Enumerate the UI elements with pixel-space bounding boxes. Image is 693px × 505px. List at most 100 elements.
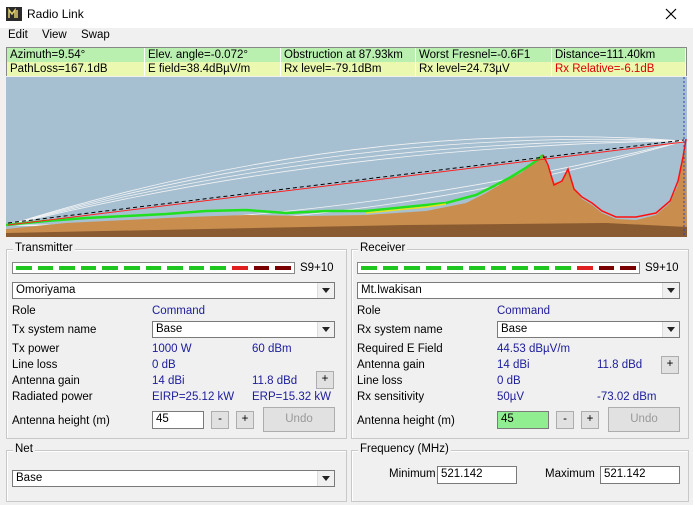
field-value: 0 dB xyxy=(152,359,176,371)
select-value: Base xyxy=(501,323,528,335)
field-value: -73.02 dBm xyxy=(597,391,657,403)
undo-button[interactable]: Undo xyxy=(263,407,335,432)
signal-meter xyxy=(12,262,295,274)
frequency-group: Frequency (MHz) xyxy=(351,443,689,502)
title-bar: Radio Link xyxy=(0,0,693,28)
station-select[interactable]: Omoriyama xyxy=(12,282,335,299)
meter-segment xyxy=(124,266,140,270)
field-label: Required E Field xyxy=(357,343,443,355)
receiver-group: Receiver xyxy=(351,242,689,439)
select-value: Base xyxy=(156,323,183,335)
terrain-profile xyxy=(6,77,687,237)
field-label: Rx system name xyxy=(357,324,443,336)
minus-button[interactable]: - xyxy=(556,411,574,429)
plus-button[interactable]: + xyxy=(236,411,254,429)
meter-segment xyxy=(490,266,507,270)
undo-button[interactable]: Undo xyxy=(608,407,680,432)
status-cell: Rx level=24.73µV xyxy=(416,62,552,76)
field-value: 50µV xyxy=(497,391,525,403)
field-value: 14 dBi xyxy=(497,359,530,371)
field-value: 0 dB xyxy=(497,375,521,387)
meter-segment xyxy=(447,266,464,270)
field-value: ERP=15.32 kW xyxy=(252,391,331,403)
group-legend: Frequency (MHz) xyxy=(358,443,451,455)
height-input[interactable]: 45 xyxy=(152,411,204,429)
meter-segment xyxy=(102,266,119,270)
status-cell: E field=38.4dBµV/m xyxy=(145,62,281,76)
status-cell: Rx level=-79.1dBm xyxy=(281,62,416,76)
group-legend: Receiver xyxy=(358,242,408,254)
field-label: Radiated power xyxy=(12,391,93,403)
group-legend: Transmitter xyxy=(13,242,75,254)
app-icon xyxy=(6,7,22,21)
meter-label: S9+10 xyxy=(300,262,334,274)
dropdown-arrow xyxy=(662,283,679,298)
field-label: Tx power xyxy=(12,343,60,355)
system-select[interactable]: Base xyxy=(497,321,680,338)
field-label: Antenna gain xyxy=(12,375,80,387)
gain-button[interactable]: + xyxy=(661,356,679,374)
meter-segment xyxy=(469,266,485,270)
status-cell: Worst Fresnel=-0.6F1 xyxy=(416,48,552,62)
meter-segment xyxy=(275,266,291,270)
field-value: 11.8 dBd xyxy=(252,375,298,387)
menu-item[interactable]: Swap xyxy=(81,29,110,41)
gain-button[interactable]: + xyxy=(316,371,334,389)
height-input[interactable]: 45 xyxy=(497,411,549,429)
field-value: 60 dBm xyxy=(252,343,292,355)
meter-segment xyxy=(232,266,248,270)
meter-segment xyxy=(16,266,32,270)
field-value: 11.8 dBd xyxy=(597,359,643,371)
meter-segment xyxy=(253,266,270,270)
plus-button[interactable]: + xyxy=(581,411,599,429)
dropdown-arrow xyxy=(317,471,334,486)
meter-segment xyxy=(382,266,399,270)
meter-segment xyxy=(425,266,442,270)
field-value: Command xyxy=(152,305,206,317)
meter-segment xyxy=(37,266,54,270)
close-button[interactable] xyxy=(665,8,677,20)
status-cell: Distance=111.40km xyxy=(552,48,686,62)
field-value: Command xyxy=(497,305,551,317)
meter-segment xyxy=(210,266,227,270)
dropdown-arrow xyxy=(662,322,679,337)
meter-segment xyxy=(188,266,205,270)
field-label: Minimum xyxy=(389,468,436,480)
dropdown-arrow xyxy=(317,322,334,337)
menu-item[interactable]: View xyxy=(42,29,67,41)
meter-segment xyxy=(598,266,615,270)
select-value: Omoriyama xyxy=(16,284,76,296)
net-select[interactable]: Base xyxy=(12,470,335,487)
meter-segment xyxy=(145,266,162,270)
meter-segment xyxy=(512,266,528,270)
menu-item[interactable]: Edit xyxy=(8,29,28,41)
meter-segment xyxy=(555,266,572,270)
station-select[interactable]: Mt.Iwakisan xyxy=(357,282,680,299)
field-label: Role xyxy=(357,305,381,317)
field-value: 14 dBi xyxy=(152,375,185,387)
frequency-input[interactable]: 521.142 xyxy=(437,466,517,484)
meter-segment xyxy=(361,266,377,270)
field-label: Line loss xyxy=(12,359,58,371)
status-cell: Rx Relative=-6.1dB xyxy=(552,62,686,76)
status-cell: Azimuth=9.54° xyxy=(7,48,145,62)
field-value: 1000 W xyxy=(152,343,192,355)
meter-segment xyxy=(167,266,183,270)
field-label: Antenna gain xyxy=(357,359,425,371)
field-label: Role xyxy=(12,305,36,317)
meter-segment xyxy=(577,266,593,270)
select-value: Base xyxy=(16,472,43,484)
meter-segment xyxy=(404,266,420,270)
status-cell: PathLoss=167.1dB xyxy=(7,62,145,76)
system-select[interactable]: Base xyxy=(152,321,335,338)
status-cell: Obstruction at 87.93km xyxy=(281,48,416,62)
status-panel: Azimuth=9.54° Elev. angle=-0.072° Obstru… xyxy=(6,47,687,76)
field-value: 44.53 dBµV/m xyxy=(497,343,571,355)
meter-segment xyxy=(533,266,550,270)
minus-button[interactable]: - xyxy=(211,411,229,429)
field-label: Rx sensitivity xyxy=(357,391,425,403)
window-title: Radio Link xyxy=(27,7,84,21)
transmitter-group: Transmitter xyxy=(6,242,347,439)
field-value: EIRP=25.12 kW xyxy=(152,391,235,403)
frequency-input[interactable]: 521.142 xyxy=(600,466,680,484)
